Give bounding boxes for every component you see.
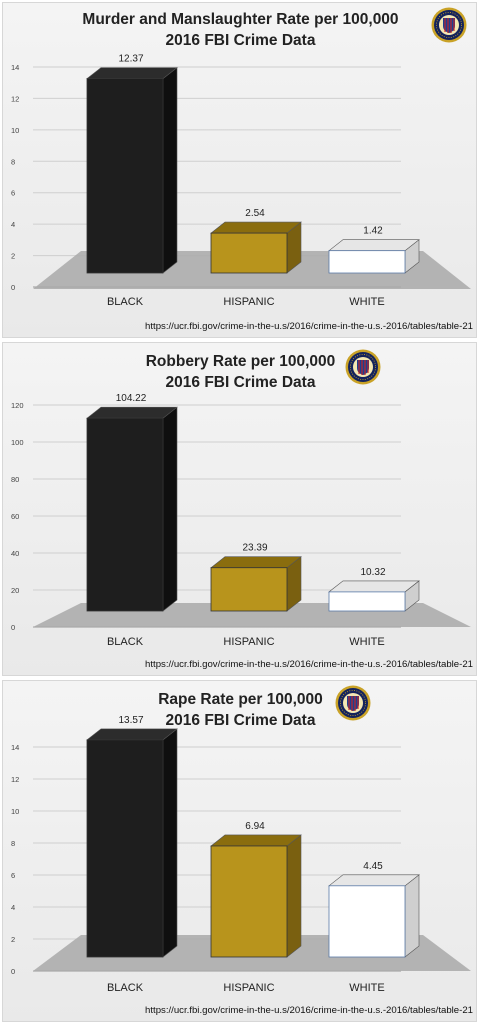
source-url: https://ucr.fbi.gov/crime-in-the-u.s/201… bbox=[145, 659, 473, 670]
value-label: 104.22 bbox=[116, 393, 147, 404]
y-tick-label: 10 bbox=[11, 126, 19, 135]
bar-top bbox=[86, 406, 178, 419]
bar-top bbox=[86, 728, 178, 741]
category-label: HISPANIC bbox=[223, 982, 274, 994]
bar-side bbox=[162, 66, 178, 274]
bar-side bbox=[162, 406, 178, 612]
y-tick-label: 120 bbox=[11, 401, 24, 410]
y-tick-label: 100 bbox=[11, 438, 24, 447]
bar-front bbox=[328, 885, 406, 958]
bar-top bbox=[328, 580, 420, 593]
chart-title-block: Murder and Manslaughter Rate per 100,000… bbox=[3, 9, 476, 51]
y-tick-label: 12 bbox=[11, 94, 19, 103]
value-label: 6.94 bbox=[245, 821, 265, 832]
bar-top bbox=[86, 67, 178, 79]
category-label: WHITE bbox=[349, 296, 384, 308]
value-label: 2.54 bbox=[245, 208, 265, 219]
value-label: 23.39 bbox=[242, 543, 267, 554]
bar-front bbox=[210, 845, 288, 958]
y-tick-label: 20 bbox=[11, 586, 19, 595]
bar-top bbox=[210, 834, 302, 847]
bar-chart-rape: 0 2 4 6 8 10 12 14 13.57 BLACK 6.94 HISPANIC 4.45 WHI… bbox=[11, 715, 471, 994]
y-tick-label: 6 bbox=[11, 871, 15, 880]
bar-white bbox=[328, 239, 420, 274]
y-tick-label: 4 bbox=[11, 220, 15, 229]
y-tick-label: 14 bbox=[11, 63, 19, 72]
fbi-seal-icon bbox=[431, 7, 467, 43]
chart-title-block: Rape Rate per 100,000 2016 FBI Crime Dat… bbox=[3, 689, 476, 731]
y-tick-label: 8 bbox=[11, 157, 15, 166]
bar-front bbox=[210, 567, 288, 612]
category-label: BLACK bbox=[107, 982, 144, 994]
y-tick-label: 80 bbox=[11, 475, 19, 484]
chart-title: Robbery Rate per 100,000 bbox=[145, 353, 336, 370]
bar-black bbox=[86, 406, 178, 612]
bar-front bbox=[86, 417, 164, 612]
value-label: 13.57 bbox=[118, 715, 143, 726]
category-label: WHITE bbox=[349, 982, 384, 994]
chart-title: Rape Rate per 100,000 bbox=[158, 691, 323, 708]
chart-panel-robbery: Robbery Rate per 100,000 2016 FBI Crime … bbox=[2, 342, 477, 676]
y-tick-label: 0 bbox=[11, 283, 15, 292]
bar-chart-robbery: 0 20 40 60 80 100 120 104.22 BLACK 23.39 HISPANIC 1… bbox=[11, 393, 471, 648]
chart-subtitle: 2016 FBI Crime Data bbox=[165, 374, 316, 391]
source-url: https://ucr.fbi.gov/crime-in-the-u.s/201… bbox=[145, 1005, 473, 1016]
bar-top bbox=[210, 556, 302, 569]
y-tick-label: 4 bbox=[11, 903, 15, 912]
bar-black bbox=[86, 728, 178, 958]
category-label: WHITE bbox=[349, 636, 384, 648]
fbi-seal-icon bbox=[335, 685, 371, 721]
y-tick-label: 0 bbox=[11, 967, 15, 976]
source-url: https://ucr.fbi.gov/crime-in-the-u.s/201… bbox=[145, 321, 473, 332]
y-tick-label: 6 bbox=[11, 189, 15, 198]
category-label: BLACK bbox=[107, 636, 144, 648]
y-tick-label: 2 bbox=[11, 935, 15, 944]
bar-white bbox=[328, 874, 420, 958]
bar-side bbox=[286, 834, 302, 958]
chart-title: Murder and Manslaughter Rate per 100,000 bbox=[82, 11, 399, 28]
y-tick-label: 8 bbox=[11, 839, 15, 848]
bar-white bbox=[328, 580, 420, 612]
category-label: HISPANIC bbox=[223, 296, 274, 308]
category-label: HISPANIC bbox=[223, 636, 274, 648]
y-tick-label: 12 bbox=[11, 775, 19, 784]
category-label: BLACK bbox=[107, 296, 144, 308]
value-label: 4.45 bbox=[363, 861, 383, 872]
bar-front bbox=[328, 250, 406, 274]
chart-subtitle: 2016 FBI Crime Data bbox=[165, 32, 316, 49]
bar-chart-murder: 0 2 4 6 8 10 12 14 12.37 BLACK 2.54 HISPANIC 1.42 WHI… bbox=[11, 54, 471, 308]
y-tick-label: 14 bbox=[11, 743, 19, 752]
bar-top bbox=[328, 874, 420, 887]
bar-black bbox=[86, 66, 178, 274]
bar-side bbox=[162, 728, 178, 958]
bar-front bbox=[86, 739, 164, 958]
bar-top bbox=[210, 221, 302, 234]
chart-panel-rape: Rape Rate per 100,000 2016 FBI Crime Dat… bbox=[2, 680, 477, 1022]
bar-front bbox=[210, 232, 288, 274]
value-label: 1.42 bbox=[363, 226, 383, 237]
y-tick-label: 10 bbox=[11, 807, 19, 816]
chart-panel-murder: Murder and Manslaughter Rate per 100,000… bbox=[2, 2, 477, 338]
y-tick-label: 0 bbox=[11, 623, 15, 632]
chart-subtitle: 2016 FBI Crime Data bbox=[165, 712, 316, 729]
bar-side bbox=[404, 874, 420, 958]
bar-hispanic bbox=[210, 221, 302, 274]
chart-title-block: Robbery Rate per 100,000 2016 FBI Crime … bbox=[3, 351, 476, 393]
bar-front bbox=[86, 78, 164, 274]
y-tick-label: 60 bbox=[11, 512, 19, 521]
bar-hispanic bbox=[210, 556, 302, 612]
bar-front bbox=[328, 591, 406, 612]
fbi-seal-icon bbox=[345, 349, 381, 385]
y-tick-label: 40 bbox=[11, 549, 19, 558]
value-label: 12.37 bbox=[118, 54, 143, 65]
bar-top bbox=[328, 239, 420, 251]
value-label: 10.32 bbox=[360, 567, 385, 578]
y-tick-label: 2 bbox=[11, 252, 15, 261]
bar-hispanic bbox=[210, 834, 302, 958]
